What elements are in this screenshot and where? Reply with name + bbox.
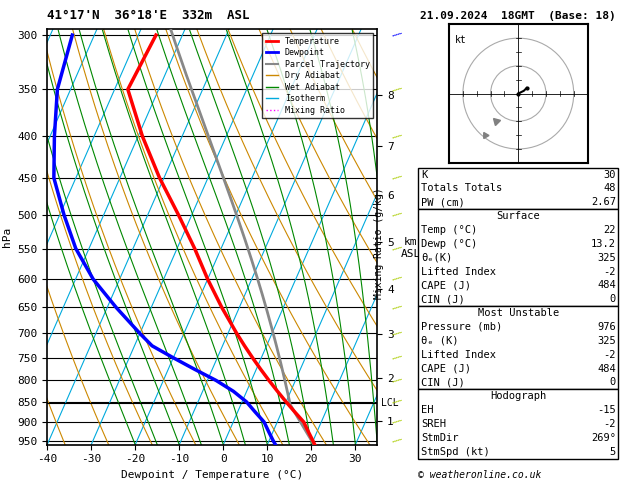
Text: /: / [389, 30, 401, 40]
Legend: Temperature, Dewpoint, Parcel Trajectory, Dry Adiabat, Wet Adiabat, Isotherm, Mi: Temperature, Dewpoint, Parcel Trajectory… [262, 34, 373, 118]
Text: /: / [389, 131, 401, 142]
Text: /: / [389, 209, 401, 221]
Text: Mixing Ratio (g/kg): Mixing Ratio (g/kg) [374, 187, 384, 299]
Text: /: / [389, 397, 401, 407]
Text: Surface: Surface [496, 211, 540, 221]
Text: /: / [389, 173, 401, 183]
Text: /: / [389, 243, 401, 254]
Text: 2.67: 2.67 [591, 197, 616, 208]
Text: CAPE (J): CAPE (J) [421, 280, 470, 291]
Text: 0: 0 [610, 377, 616, 387]
Text: CIN (J): CIN (J) [421, 294, 465, 304]
Text: -2: -2 [603, 349, 616, 360]
Text: 13.2: 13.2 [591, 239, 616, 249]
Text: /: / [389, 302, 401, 313]
Text: 976: 976 [597, 322, 616, 332]
Text: /: / [389, 328, 401, 339]
Text: 484: 484 [597, 364, 616, 374]
Text: CAPE (J): CAPE (J) [421, 364, 470, 374]
Text: Lifted Index: Lifted Index [421, 266, 496, 277]
Text: /: / [389, 84, 401, 95]
Text: Totals Totals: Totals Totals [421, 183, 502, 193]
X-axis label: Dewpoint / Temperature (°C): Dewpoint / Temperature (°C) [121, 470, 303, 480]
Text: /: / [389, 352, 401, 363]
Text: θₑ (K): θₑ (K) [421, 336, 459, 346]
Text: Hodograph: Hodograph [490, 391, 547, 401]
Text: CIN (J): CIN (J) [421, 377, 465, 387]
Text: StmDir: StmDir [421, 433, 459, 443]
Text: /: / [389, 375, 401, 386]
Text: © weatheronline.co.uk: © weatheronline.co.uk [418, 470, 542, 480]
Text: K: K [421, 170, 427, 180]
Text: /: / [389, 417, 401, 427]
Text: Dewp (°C): Dewp (°C) [421, 239, 477, 249]
Text: θₑ(K): θₑ(K) [421, 253, 452, 263]
Text: PW (cm): PW (cm) [421, 197, 465, 208]
Text: 22: 22 [603, 225, 616, 235]
Text: SREH: SREH [421, 419, 446, 429]
Text: 5: 5 [610, 447, 616, 457]
Text: kt: kt [455, 35, 466, 45]
Text: StmSpd (kt): StmSpd (kt) [421, 447, 489, 457]
Text: 325: 325 [597, 336, 616, 346]
Text: -2: -2 [603, 266, 616, 277]
Text: Lifted Index: Lifted Index [421, 349, 496, 360]
Text: /: / [389, 274, 401, 285]
Text: EH: EH [421, 405, 433, 415]
Text: 30: 30 [603, 170, 616, 180]
Text: Most Unstable: Most Unstable [477, 308, 559, 318]
Y-axis label: hPa: hPa [2, 227, 12, 247]
Text: 0: 0 [610, 294, 616, 304]
Y-axis label: km
ASL: km ASL [401, 237, 421, 259]
Text: Pressure (mb): Pressure (mb) [421, 322, 502, 332]
Text: 48: 48 [603, 183, 616, 193]
Text: 484: 484 [597, 280, 616, 291]
Text: -2: -2 [603, 419, 616, 429]
Text: Temp (°C): Temp (°C) [421, 225, 477, 235]
Text: 325: 325 [597, 253, 616, 263]
Text: -15: -15 [597, 405, 616, 415]
Text: 21.09.2024  18GMT  (Base: 18): 21.09.2024 18GMT (Base: 18) [420, 11, 616, 21]
Text: LCL: LCL [381, 398, 398, 408]
Text: 41°17'N  36°18'E  332m  ASL: 41°17'N 36°18'E 332m ASL [47, 9, 250, 22]
Text: /: / [389, 435, 401, 447]
Text: 269°: 269° [591, 433, 616, 443]
